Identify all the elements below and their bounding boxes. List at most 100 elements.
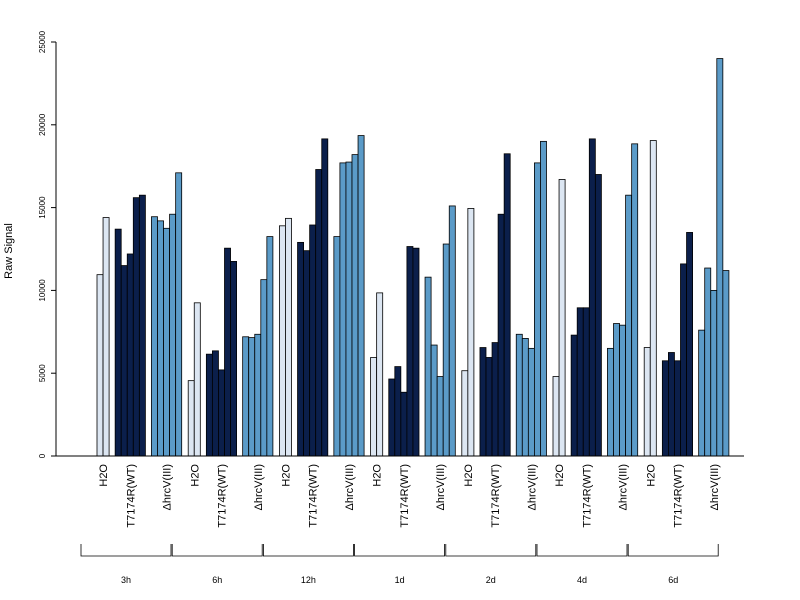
category-label: T7174R(WT) xyxy=(490,464,502,528)
bar xyxy=(126,253,134,457)
bar xyxy=(643,347,651,457)
bar xyxy=(607,347,614,457)
category-label: H2O xyxy=(98,464,110,487)
bar xyxy=(218,369,225,457)
bar xyxy=(698,329,706,457)
bar xyxy=(175,172,183,457)
bar xyxy=(503,153,511,457)
category-label: H2O xyxy=(554,464,566,487)
bar xyxy=(394,366,402,457)
category-label: H2O xyxy=(280,464,292,487)
category-label: T7174R(WT) xyxy=(673,464,685,528)
time-label: 1d xyxy=(395,575,405,585)
category-label: ΔhrcV(III) xyxy=(618,464,630,510)
time-label: 3h xyxy=(121,575,131,585)
bar xyxy=(552,376,560,457)
time-bracket xyxy=(80,544,172,557)
bar xyxy=(333,236,341,457)
bar xyxy=(230,261,238,457)
y-tick-label: 20000 xyxy=(38,113,47,136)
category-label: ΔhrcV(III) xyxy=(709,464,721,510)
category-label: T7174R(WT) xyxy=(217,464,229,528)
y-tick-label: 5000 xyxy=(38,364,47,382)
category-label: ΔhrcV(III) xyxy=(526,464,538,510)
bar xyxy=(649,140,657,457)
category-label: H2O xyxy=(645,464,657,487)
bar xyxy=(625,194,633,457)
time-bracket xyxy=(445,544,537,557)
category-label: T7174R(WT) xyxy=(308,464,320,528)
bar xyxy=(594,174,602,457)
bar xyxy=(297,241,304,457)
bar xyxy=(619,324,626,457)
bar xyxy=(521,338,529,457)
time-bracket xyxy=(536,544,628,557)
bar xyxy=(321,138,329,457)
bar xyxy=(388,378,396,457)
bar xyxy=(540,140,547,457)
bar xyxy=(351,154,359,457)
bar xyxy=(406,246,414,457)
bar xyxy=(303,250,311,457)
time-label: 4d xyxy=(577,575,587,585)
bars xyxy=(96,58,730,457)
bar xyxy=(400,391,408,457)
bar xyxy=(345,161,353,457)
bar xyxy=(430,344,438,457)
bar xyxy=(497,213,505,457)
bar xyxy=(260,279,268,457)
bar xyxy=(163,227,171,457)
y-tick-label: 10000 xyxy=(38,279,47,302)
bar xyxy=(631,143,639,457)
bar xyxy=(582,307,590,457)
bar xyxy=(716,58,724,457)
bar xyxy=(710,289,718,457)
y-axis: 0 5000 10000 15000 20000 25000 xyxy=(38,30,57,458)
bar xyxy=(448,205,456,457)
category-label: ΔhrcV(III) xyxy=(435,464,447,510)
bar xyxy=(187,380,195,457)
bar xyxy=(661,360,669,457)
bar xyxy=(588,138,596,457)
category-label: H2O xyxy=(189,464,201,487)
bar xyxy=(534,162,541,457)
bar xyxy=(102,217,110,457)
bar xyxy=(461,370,469,457)
bar xyxy=(285,217,292,457)
bar xyxy=(424,276,432,457)
y-tick-label: 0 xyxy=(38,453,47,458)
category-label: T7174R(WT) xyxy=(399,464,411,528)
bar xyxy=(169,213,177,457)
y-tick-label: 15000 xyxy=(38,196,47,219)
bar xyxy=(357,135,365,457)
bar xyxy=(436,376,444,457)
bar xyxy=(722,270,730,457)
bar xyxy=(680,263,687,457)
bar xyxy=(491,342,499,457)
bar xyxy=(412,247,420,457)
bar xyxy=(132,197,140,457)
bar xyxy=(138,194,146,457)
time-bracket xyxy=(627,544,719,557)
bar xyxy=(315,169,323,457)
bar xyxy=(157,220,164,457)
y-axis-title: Raw Signal xyxy=(3,223,15,279)
time-label: 2d xyxy=(486,575,496,585)
category-label: H2O xyxy=(463,464,475,487)
category-label: T7174R(WT) xyxy=(581,464,593,528)
category-label: ΔhrcV(III) xyxy=(344,464,356,510)
bar xyxy=(224,247,231,457)
bar xyxy=(479,347,487,457)
bar xyxy=(576,307,584,457)
bar xyxy=(254,333,262,457)
category-label: T7174R(WT) xyxy=(125,464,137,528)
y-tick-label: 25000 xyxy=(38,30,47,53)
bar xyxy=(211,350,219,457)
bar xyxy=(467,208,475,457)
bar xyxy=(442,243,450,457)
time-label: 12h xyxy=(301,575,316,585)
bar xyxy=(114,228,122,457)
time-bracket xyxy=(171,544,263,557)
bar xyxy=(242,336,250,457)
